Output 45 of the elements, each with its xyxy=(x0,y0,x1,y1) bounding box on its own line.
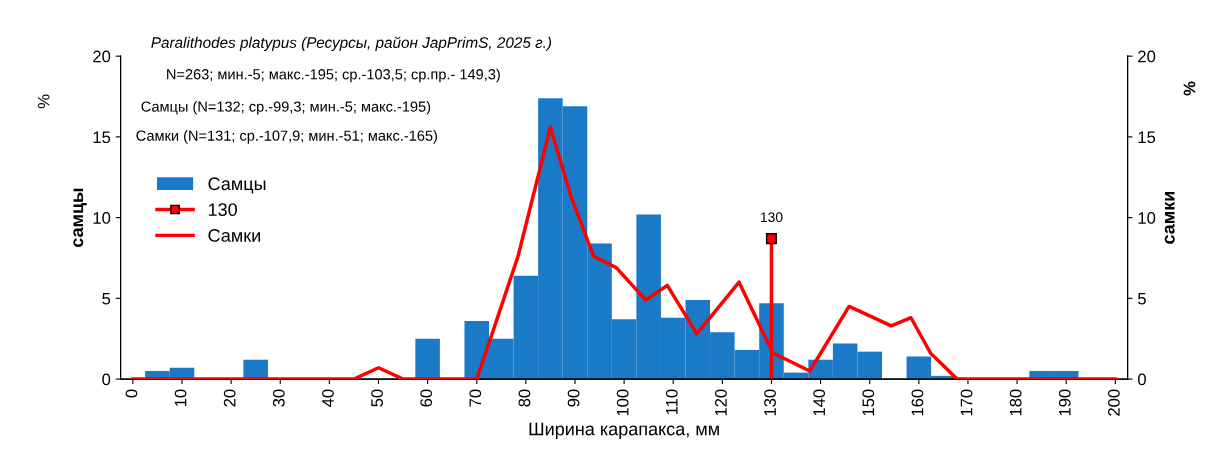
y2-tick-label: 10 xyxy=(1138,212,1156,224)
x-tick-label: 40 xyxy=(322,389,334,407)
legend-label: Самки xyxy=(208,229,260,242)
legend-label: Самцы xyxy=(208,177,266,194)
text: % xyxy=(1183,81,1196,96)
y-tick-label: 20 xyxy=(93,50,111,63)
annotation: Самки (N=131; ср.-107,9; мин.-51; макс.-165) xyxy=(136,130,437,144)
x-tick-label: 180 xyxy=(1009,389,1022,416)
x-tick-label: 0 xyxy=(125,389,138,398)
x-tick-label: 110 xyxy=(665,389,678,415)
x-tick-label: 80 xyxy=(518,389,531,407)
y-axis-title: самцы xyxy=(73,188,87,248)
x-tick-label: 60 xyxy=(420,389,433,407)
y-tick-label: 5 xyxy=(102,292,111,305)
x-tick-label: 10 xyxy=(174,389,187,407)
text: % xyxy=(37,94,50,109)
x-tick-label: 30 xyxy=(272,389,285,407)
x-axis-title: Ширина карапакса, мм xyxy=(529,422,719,439)
x-tick-label: 50 xyxy=(371,389,383,407)
x-tick-label: 90 xyxy=(567,389,580,407)
x-tick-label: 140 xyxy=(813,389,826,416)
y2-tick-label: 0 xyxy=(1137,373,1146,386)
annotation: Самцы (N=132; ср.-99,3; мин.-5; макс.-195) xyxy=(141,101,431,115)
chart-title: Paralithodes platypus (Ресурсы, район JapPrimS, 2025 г.) xyxy=(151,36,552,51)
y2-axis-title: самки xyxy=(1164,191,1175,244)
x-tick-label: 150 xyxy=(862,389,875,416)
legend-label: 130 xyxy=(208,203,237,217)
x-tick-label: 100 xyxy=(616,389,629,416)
y2-tick-label: 20 xyxy=(1138,50,1156,63)
y-tick-label: 10 xyxy=(93,212,111,224)
y2-tick-label: 15 xyxy=(1138,131,1156,144)
line-series xyxy=(131,125,1118,380)
y-tick-label: 0 xyxy=(102,373,111,386)
x-tick-label: 20 xyxy=(223,389,236,407)
x-tick-label: 190 xyxy=(1058,389,1071,416)
annotation: 130 xyxy=(760,212,783,223)
annotation: N=263; мин.-5; макс.-195; ср.-103,5; ср.пр.- 149,3) xyxy=(167,68,500,83)
x-tick-label: 170 xyxy=(960,389,973,416)
x-tick-label: 200 xyxy=(1108,389,1120,416)
x-tick-label: 70 xyxy=(469,389,482,407)
x-tick-label: 130 xyxy=(764,389,776,416)
x-tick-label: 160 xyxy=(911,389,924,416)
x-tick-label: 120 xyxy=(715,389,727,416)
y2-tick-label: 5 xyxy=(1138,292,1146,305)
y-tick-label: 15 xyxy=(93,131,111,144)
